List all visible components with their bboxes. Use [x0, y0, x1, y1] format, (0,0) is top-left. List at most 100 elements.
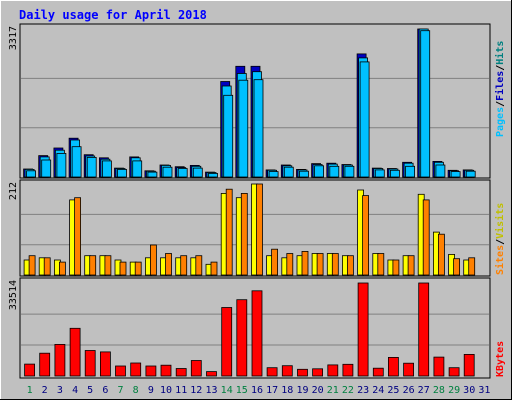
bar-hits-pages-day-2 [41, 159, 52, 178]
bar-kbytes-kbytes-day-25 [387, 356, 399, 377]
hits-ymax-label: 3317 [8, 26, 19, 50]
bar-hits-pages-day-12 [192, 167, 203, 178]
bar-hits-pages-day-26 [405, 165, 416, 178]
x-tick-label-23: 23 [357, 385, 369, 396]
x-tick-label-20: 20 [312, 385, 324, 396]
x-tick-label-17: 17 [266, 385, 278, 396]
x-tick-label-24: 24 [372, 385, 384, 396]
x-tick-label-7: 7 [117, 385, 123, 396]
bar-visits-sites-day-2 [43, 257, 51, 276]
bar-hits-pages-day-23 [359, 61, 370, 178]
svg-text:Sites/Visits: Sites/Visits [494, 203, 506, 275]
x-tick-label-12: 12 [190, 385, 202, 396]
x-tick-label-10: 10 [160, 385, 172, 396]
bar-hits-pages-day-5 [86, 156, 97, 178]
hits-legend: Pages/Files/Hits [494, 41, 506, 137]
x-tick-label-8: 8 [133, 385, 139, 396]
bar-hits-pages-day-20 [314, 165, 325, 178]
bar-kbytes-kbytes-day-2 [39, 352, 51, 377]
x-tick-label-26: 26 [403, 385, 415, 396]
bar-hits-pages-day-28 [435, 164, 446, 178]
bar-hits-pages-day-18 [283, 166, 294, 178]
bar-hits-pages-day-8 [132, 160, 143, 178]
legend-sites: Sites [494, 245, 506, 275]
bar-visits-sites-day-9 [149, 244, 157, 276]
bar-visits-sites-day-11 [180, 255, 188, 276]
bar-visits-sites-day-26 [407, 255, 415, 276]
bar-visits-sites-day-30 [468, 257, 476, 276]
bar-kbytes-kbytes-day-28 [433, 356, 445, 377]
x-tick-label-6: 6 [102, 385, 108, 396]
bar-kbytes-kbytes-day-18 [281, 365, 293, 377]
bar-visits-sites-day-16 [256, 183, 263, 276]
x-tick-label-27: 27 [418, 385, 430, 396]
bar-kbytes-kbytes-day-17 [266, 367, 278, 377]
kbytes-legend: KBytes [495, 341, 506, 377]
bar-kbytes-kbytes-day-29 [448, 367, 460, 377]
bar-hits-pages-day-11 [177, 168, 188, 178]
bar-hits-pages-day-19 [299, 170, 309, 178]
x-tick-label-9: 9 [148, 385, 154, 396]
bar-visits-sites-day-13 [210, 261, 218, 276]
bar-hits-pages-day-13 [208, 172, 218, 178]
x-tick-label-1: 1 [27, 385, 33, 396]
bar-kbytes-kbytes-day-30 [463, 353, 475, 377]
bar-hits-pages-day-25 [389, 169, 400, 178]
kbytes-ymax-label: 33514 [8, 280, 19, 310]
bar-hits-pages-day-10 [162, 166, 173, 178]
legend-visits: Visits [494, 203, 506, 239]
bar-kbytes-kbytes-day-26 [403, 362, 415, 377]
bar-hits-pages-day-14 [223, 94, 234, 178]
bar-kbytes-kbytes-day-1 [24, 363, 36, 377]
bar-visits-sites-day-24 [377, 253, 385, 276]
bar-kbytes-kbytes-day-19 [297, 368, 308, 377]
bar-hits-pages-day-17 [268, 171, 279, 178]
bar-visits-sites-day-10 [165, 253, 172, 276]
x-tick-label-30: 30 [463, 385, 475, 396]
svg-text:Pages/Files/Hits: Pages/Files/Hits [494, 41, 506, 137]
x-tick-label-22: 22 [342, 385, 354, 396]
bar-hits-pages-day-7 [117, 168, 127, 178]
bar-kbytes-kbytes-day-10 [160, 364, 172, 377]
bar-hits-pages-day-3 [56, 152, 67, 178]
bar-kbytes-kbytes-day-20 [312, 368, 324, 377]
bar-visits-sites-day-15 [240, 192, 248, 276]
x-tick-label-11: 11 [175, 385, 187, 396]
x-tick-label-4: 4 [72, 385, 78, 396]
bar-visits-sites-day-28 [437, 233, 445, 276]
bar-kbytes-kbytes-day-27 [418, 282, 430, 377]
bar-visits-sites-day-14 [225, 188, 233, 276]
bar-visits-sites-day-6 [104, 255, 112, 276]
bar-visits-sites-day-23 [362, 195, 370, 276]
x-tick-label-14: 14 [221, 385, 233, 396]
chart-title: Daily usage for April 2018 [19, 8, 207, 22]
bar-kbytes-kbytes-day-11 [175, 368, 187, 377]
bar-hits-pages-day-16 [253, 79, 264, 178]
bar-kbytes-kbytes-day-14 [221, 307, 233, 377]
bar-kbytes-kbytes-day-21 [327, 364, 339, 377]
x-tick-label-29: 29 [448, 385, 460, 396]
x-tick-label-19: 19 [296, 385, 308, 396]
x-tick-label-25: 25 [387, 385, 399, 396]
bar-visits-sites-day-17 [271, 248, 279, 276]
bar-hits-pages-day-29 [450, 171, 461, 178]
bar-hits-pages-day-27 [420, 30, 431, 178]
bar-hits-pages-day-30 [465, 170, 476, 178]
bar-visits-sites-day-19 [301, 250, 309, 276]
x-axis-labels: 1 2 3 4 5 6 7 8 9 10 11 12 13 14 15 16 17 18 19 20 21 22 23 24 2… [27, 385, 491, 396]
bars [23, 28, 476, 377]
bar-kbytes-kbytes-day-22 [342, 363, 354, 377]
x-tick-label-31: 31 [478, 385, 490, 396]
legend-hits: Hits [494, 41, 506, 65]
legend-files: Files [494, 71, 506, 101]
bar-kbytes-kbytes-day-4 [69, 327, 81, 377]
bar-hits-pages-day-15 [238, 79, 249, 178]
visits-ymax-label: 212 [8, 182, 19, 200]
bar-hits-pages-day-6 [102, 160, 112, 178]
bar-visits-sites-day-22 [346, 255, 354, 276]
bar-kbytes-kbytes-day-9 [145, 365, 157, 377]
bar-kbytes-kbytes-day-3 [54, 343, 66, 377]
bar-visits-sites-day-12 [195, 255, 203, 276]
legend-kbytes: KBytes [495, 341, 506, 377]
